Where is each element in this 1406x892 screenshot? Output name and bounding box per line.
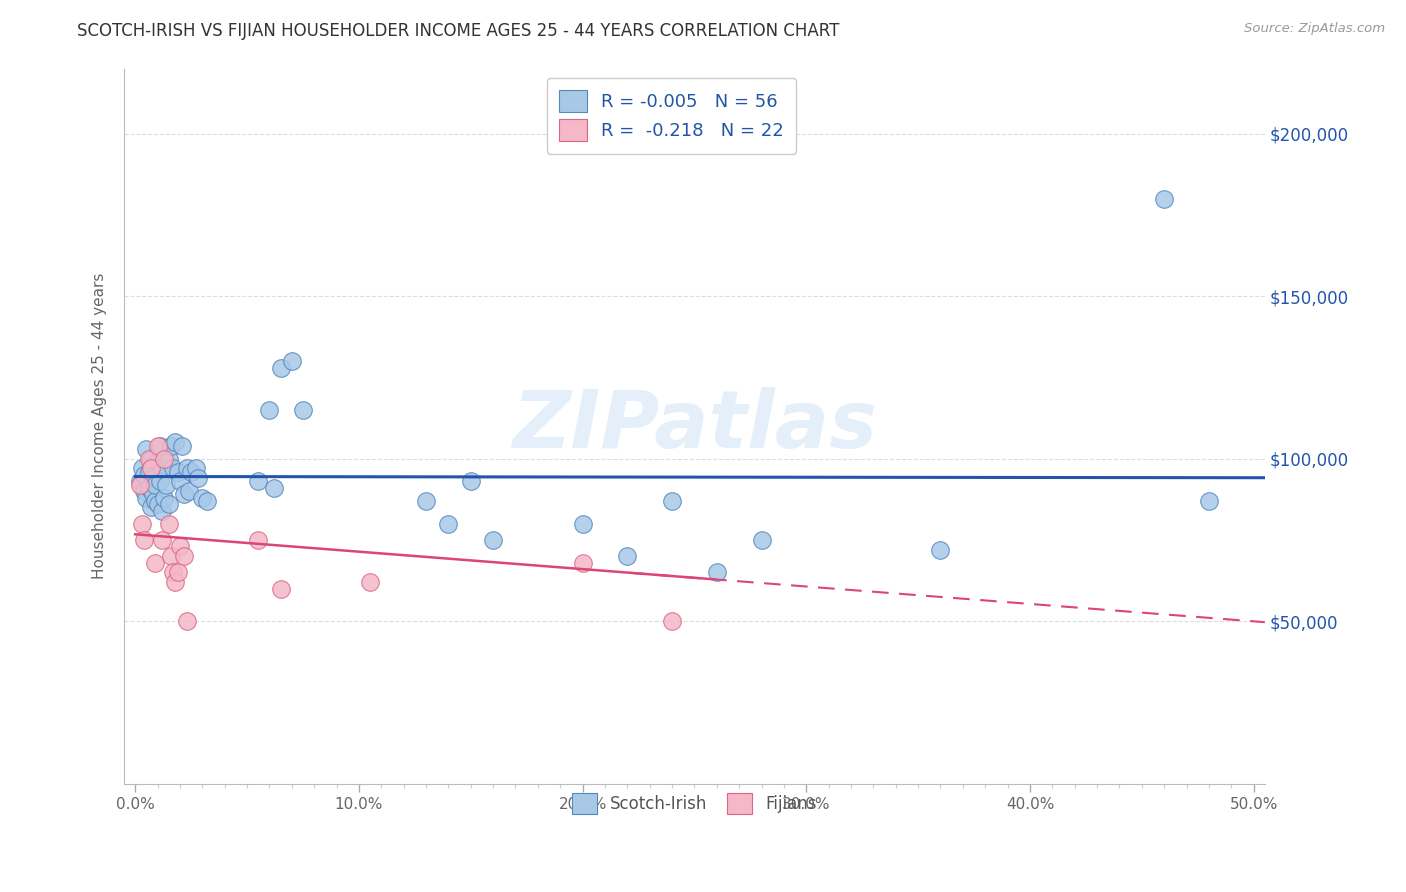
Point	[706, 566, 728, 580]
Point	[661, 614, 683, 628]
Point	[281, 354, 304, 368]
Point	[165, 435, 187, 450]
Point	[259, 402, 281, 417]
Point	[176, 614, 198, 628]
Point	[187, 471, 209, 485]
Point	[150, 503, 173, 517]
Point	[153, 491, 176, 505]
Point	[195, 494, 218, 508]
Point	[437, 516, 460, 531]
Point	[139, 500, 162, 515]
Point	[128, 477, 150, 491]
Point	[153, 451, 176, 466]
Point	[160, 549, 183, 564]
Point	[162, 461, 184, 475]
Point	[157, 451, 180, 466]
Point	[131, 461, 153, 475]
Legend: Scotch-Irish, Fijians: Scotch-Irish, Fijians	[560, 781, 830, 825]
Point	[359, 575, 381, 590]
Y-axis label: Householder Income Ages 25 - 44 years: Householder Income Ages 25 - 44 years	[93, 273, 107, 579]
Point	[157, 497, 180, 511]
Point	[166, 465, 188, 479]
Point	[128, 475, 150, 489]
Point	[134, 467, 156, 482]
Point	[165, 575, 187, 590]
Point	[291, 402, 314, 417]
Point	[415, 494, 437, 508]
Point	[138, 465, 160, 479]
Point	[135, 491, 157, 505]
Point	[135, 442, 157, 456]
Point	[1198, 494, 1220, 508]
Text: ZIPatlas: ZIPatlas	[512, 387, 877, 465]
Point	[263, 481, 285, 495]
Point	[149, 439, 172, 453]
Point	[146, 455, 169, 469]
Point	[180, 465, 202, 479]
Point	[571, 556, 593, 570]
Point	[143, 477, 166, 491]
Point	[134, 533, 156, 547]
Text: SCOTCH-IRISH VS FIJIAN HOUSEHOLDER INCOME AGES 25 - 44 YEARS CORRELATION CHART: SCOTCH-IRISH VS FIJIAN HOUSEHOLDER INCOM…	[77, 22, 839, 40]
Point	[169, 540, 191, 554]
Point	[160, 439, 183, 453]
Point	[176, 461, 198, 475]
Point	[616, 549, 638, 564]
Point	[138, 451, 160, 466]
Point	[149, 475, 172, 489]
Point	[929, 542, 952, 557]
Point	[157, 516, 180, 531]
Point	[184, 461, 207, 475]
Point	[177, 484, 200, 499]
Point	[173, 487, 195, 501]
Point	[270, 582, 292, 596]
Point	[166, 566, 188, 580]
Point	[131, 516, 153, 531]
Point	[143, 556, 166, 570]
Point	[138, 481, 160, 495]
Point	[270, 360, 292, 375]
Point	[142, 471, 165, 485]
Point	[173, 549, 195, 564]
Point	[460, 475, 482, 489]
Point	[142, 487, 165, 501]
Point	[143, 494, 166, 508]
Point	[571, 516, 593, 531]
Point	[146, 439, 169, 453]
Point	[247, 475, 270, 489]
Point	[150, 461, 173, 475]
Point	[247, 533, 270, 547]
Point	[482, 533, 505, 547]
Text: Source: ZipAtlas.com: Source: ZipAtlas.com	[1244, 22, 1385, 36]
Point	[139, 461, 162, 475]
Point	[162, 566, 184, 580]
Point	[191, 491, 214, 505]
Point	[155, 477, 177, 491]
Point	[661, 494, 683, 508]
Point	[751, 533, 773, 547]
Point	[1153, 192, 1175, 206]
Point	[146, 497, 169, 511]
Point	[172, 439, 194, 453]
Point	[169, 475, 191, 489]
Point	[134, 484, 156, 499]
Point	[150, 533, 173, 547]
Point	[139, 451, 162, 466]
